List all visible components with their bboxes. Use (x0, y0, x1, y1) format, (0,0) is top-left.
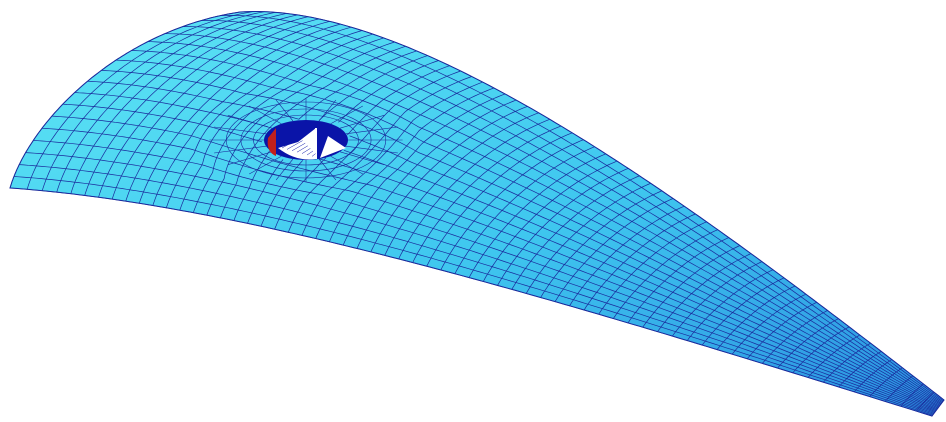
mesh-spanwise-line (347, 65, 450, 136)
mesh-grid (9, 11, 945, 417)
mesh-radial-line (214, 126, 267, 135)
mesh-chordwise-line (25, 152, 935, 414)
mesh-chordwise-line (319, 158, 937, 411)
nacelle-highlight (267, 128, 276, 156)
mesh-chordwise-line (182, 26, 943, 403)
nacelle-cutout (264, 120, 348, 160)
mesh-chordwise-line (19, 164, 934, 415)
mesh-chordwise-line (201, 20, 943, 403)
nacelle-hatch-line (301, 148, 311, 154)
wing-surface (10, 11, 944, 416)
mesh-radial-line (249, 155, 282, 175)
mesh-radial-line (249, 105, 282, 125)
nacelle-hatch-line (291, 142, 306, 152)
mesh-radial-line (214, 145, 267, 154)
mesh-chordwise-line (343, 149, 938, 410)
mesh-radial-line (330, 105, 363, 125)
nacelle-hatch-line (286, 140, 303, 150)
mesh-spanwise-line (298, 50, 417, 120)
nacelle-hatch-line (311, 153, 316, 157)
mesh-radial-line (330, 155, 363, 175)
mesh-spanwise-line (260, 160, 304, 227)
mesh-chordwise-line (101, 70, 939, 408)
mesh-ring (253, 114, 359, 166)
mesh-ring (225, 101, 387, 179)
mesh-chordwise-line (51, 115, 937, 412)
mesh-ring (240, 108, 372, 172)
mesh-chordwise-line (13, 176, 933, 416)
mesh-spanwise-line (318, 55, 428, 121)
mesh-radial-line (339, 115, 385, 129)
wing-outline (9, 11, 945, 417)
mesh-chordwise-line (33, 140, 935, 413)
mesh-spanwise-line (233, 150, 270, 221)
mesh-chordwise-line (147, 41, 941, 405)
mesh-spanwise-line (247, 159, 284, 224)
mesh-chordwise-line (164, 33, 942, 404)
mesh-chordwise-line (115, 59, 940, 407)
nacelle-hatch-line (296, 145, 308, 153)
mesh-chordwise-line (62, 103, 263, 143)
mesh-radial-line (345, 145, 398, 154)
mesh-chordwise-line (41, 127, 936, 412)
nacelle-hatch-line (306, 150, 314, 156)
mesh-chordwise-line (74, 92, 269, 128)
mesh-radial-line (227, 151, 273, 165)
mesh-chordwise-line (87, 80, 300, 120)
nacelle-hatch-line (281, 137, 301, 149)
mesh-radial-line (227, 115, 273, 129)
nacelle-inner-face-right (320, 136, 346, 158)
mesh-radial-line (345, 126, 398, 135)
mesh-radial-line (339, 151, 385, 165)
mesh-chordwise-line (220, 15, 944, 402)
mesh-chordwise-line (131, 50, 941, 406)
mesh-chordwise-line (349, 135, 939, 409)
